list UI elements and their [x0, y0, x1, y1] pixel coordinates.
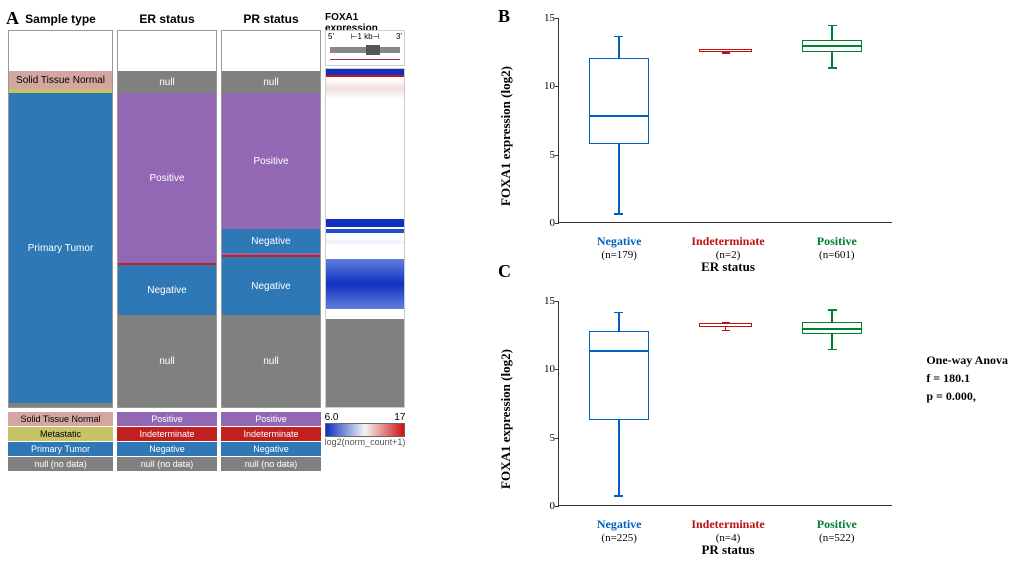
colorbar: 6.017log2(norm_count+1)	[325, 412, 406, 447]
column-header: ER status	[139, 12, 194, 28]
legend-row: Positive	[221, 412, 321, 426]
panel-a-label: A	[6, 8, 19, 29]
segment	[9, 31, 112, 71]
segment: Solid Tissue Normal	[9, 71, 112, 89]
figure-container: A Sample type Solid Tissue Normal Primary …	[8, 8, 1012, 564]
legend-row: Indeterminate	[221, 427, 321, 441]
segment	[118, 31, 216, 71]
right-panels: B FOXA1 expression (log2)051015Negative(…	[498, 8, 1012, 564]
y-tick: 10	[529, 80, 555, 92]
legend-row: Positive	[117, 412, 217, 426]
legend-row: Metastatic	[8, 427, 113, 441]
plot-area: 051015	[558, 18, 892, 223]
x-category-label: Positive(n=522)	[817, 517, 857, 544]
legend-row: Primary Tumor	[8, 442, 113, 456]
y-tick: 15	[529, 295, 555, 307]
median-line	[589, 350, 649, 352]
x-category-label: Negative(n=225)	[597, 517, 642, 544]
stacked-column: PR statusnullPositiveNegativeNegativenul…	[221, 12, 321, 472]
stacked-column: ER statusnullPositiveNegativenullPositiv…	[117, 12, 217, 472]
whisker-cap	[614, 495, 623, 497]
legend-row: Solid Tissue Normal	[8, 412, 113, 426]
legend-row: null (no data)	[117, 457, 217, 471]
panel-c-label: C	[498, 261, 511, 282]
column-header: PR status	[243, 12, 298, 28]
heatmap-band	[326, 79, 404, 99]
stack: nullPositiveNegativenull	[117, 30, 217, 408]
segment: null	[118, 71, 216, 93]
whisker-cap	[722, 52, 730, 54]
legend-row: Negative	[221, 442, 321, 456]
heatmap	[325, 68, 405, 408]
column-legend: PositiveIndeterminateNegativenull (no da…	[221, 412, 321, 472]
y-axis-label: FOXA1 expression (log2)	[498, 349, 514, 489]
whisker-cap	[828, 309, 837, 311]
box	[589, 58, 649, 144]
whisker-cap	[828, 25, 837, 27]
heatmap-band	[326, 259, 404, 309]
legend-row: Indeterminate	[117, 427, 217, 441]
panel-a: A Sample type Solid Tissue Normal Primary …	[8, 8, 488, 564]
segment: Negative	[118, 265, 216, 315]
segment: Positive	[222, 93, 320, 229]
y-tick: 0	[529, 500, 555, 512]
median-line	[802, 328, 862, 330]
y-tick: 5	[529, 149, 555, 161]
y-tick: 10	[529, 363, 555, 375]
legend-row: Negative	[117, 442, 217, 456]
segment	[222, 31, 320, 71]
median-line	[699, 51, 752, 53]
segment	[9, 403, 112, 407]
median-line	[802, 45, 862, 47]
x-axis-title: PR status	[701, 542, 754, 558]
whisker-cap	[614, 213, 623, 215]
heatmap-band	[326, 75, 404, 77]
segment: null	[222, 315, 320, 407]
gene-track: 5'3'⊢1 kb⊣	[325, 30, 405, 66]
x-category-label: Positive(n=601)	[817, 234, 857, 261]
segment: Primary Tumor	[9, 93, 112, 403]
y-axis-label: FOXA1 expression (log2)	[498, 66, 514, 206]
heatmap-band	[326, 219, 404, 227]
panel-a-columns: Sample type Solid Tissue Normal Primary Tu…	[8, 12, 488, 472]
plot-area: 051015	[558, 301, 892, 506]
column-legend: Solid Tissue NormalMetastaticPrimary Tum…	[8, 412, 113, 472]
segment: Positive	[118, 93, 216, 263]
stacked-column: Sample type Solid Tissue Normal Primary Tu…	[8, 12, 113, 472]
whisker-cap	[722, 330, 730, 332]
segment: null	[118, 315, 216, 407]
x-category-label: Indeterminate(n=2)	[691, 234, 764, 261]
whisker-cap	[614, 312, 623, 314]
y-tick: 0	[529, 217, 555, 229]
stack: Solid Tissue Normal Primary Tumor	[8, 30, 113, 408]
segment: Negative	[222, 229, 320, 253]
whisker-cap	[828, 349, 837, 351]
median-line	[589, 115, 649, 117]
heatmap-band	[326, 319, 404, 408]
box	[589, 331, 649, 420]
heatmap-band	[326, 229, 404, 233]
heatmap-band	[326, 239, 404, 245]
legend-row: null (no data)	[221, 457, 321, 471]
y-tick: 15	[529, 12, 555, 24]
anova-stats: One-way Anovaf = 180.1p = 0.000,	[926, 351, 1008, 405]
x-axis-title: ER status	[701, 259, 755, 275]
panel-b: FOXA1 expression (log2)051015Negative(n=…	[498, 8, 1012, 263]
whisker-cap	[828, 67, 837, 69]
x-category-label: Negative(n=179)	[597, 234, 642, 261]
x-category-label: Indeterminate(n=4)	[691, 517, 764, 544]
column-header: FOXA1 expression	[325, 12, 405, 28]
legend-row: null (no data)	[8, 457, 113, 471]
column-header: Sample type	[25, 12, 96, 28]
whisker-cap	[614, 36, 623, 38]
segment: Negative	[222, 257, 320, 315]
foxa1-column: FOXA1 expression 5'3'⊢1 kb⊣ 6.017log2(norm…	[325, 12, 405, 472]
stack: nullPositiveNegativeNegativenull	[221, 30, 321, 408]
segment: null	[222, 71, 320, 93]
panel-c: FOXA1 expression (log2)051015Negative(n=…	[498, 291, 1012, 546]
median-line	[699, 326, 752, 328]
column-legend: PositiveIndeterminateNegativenull (no da…	[117, 412, 217, 472]
y-tick: 5	[529, 432, 555, 444]
